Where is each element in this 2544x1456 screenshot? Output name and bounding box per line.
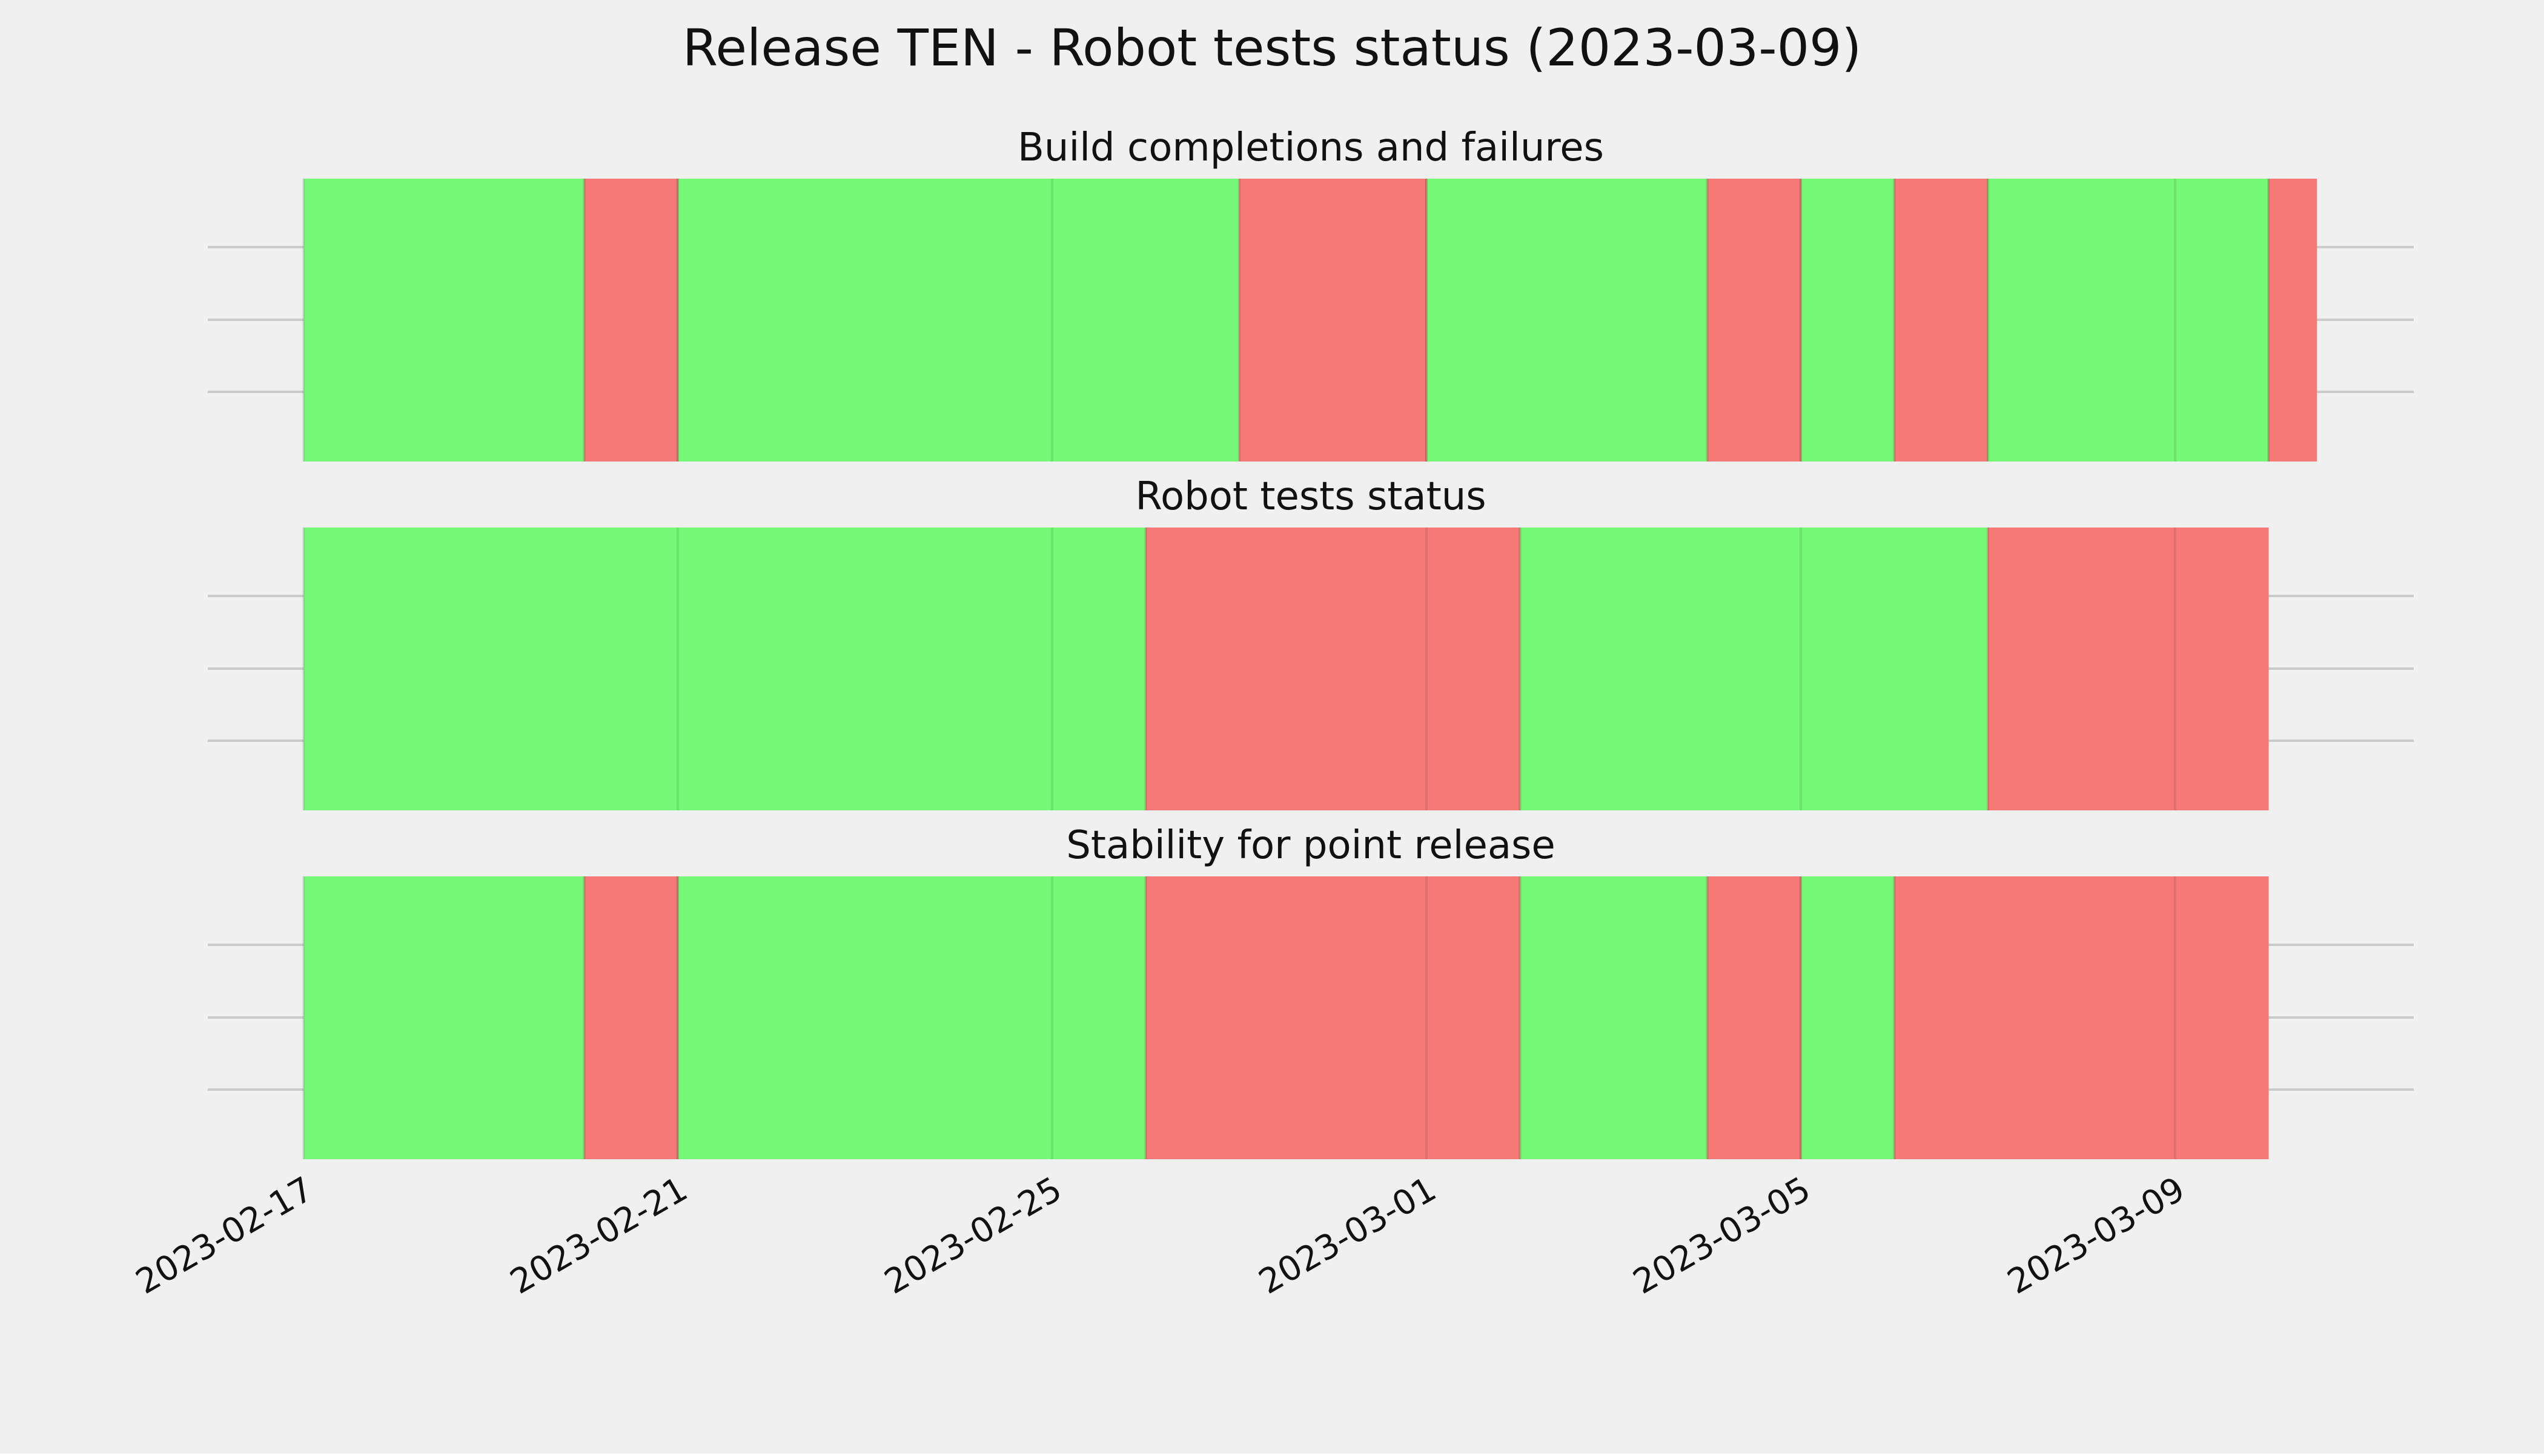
status-segment-fail — [1707, 179, 1801, 462]
status-segment-fail — [1894, 179, 1988, 462]
panel-title: Robot tests status — [1135, 474, 1486, 519]
panels-layer: Build completions and failures Robot test… — [208, 125, 2414, 1159]
status-segment-pass — [303, 876, 585, 1159]
status-segment-pass — [1801, 179, 1895, 462]
status-segment-pass — [303, 179, 585, 462]
status-segment-pass — [1520, 528, 1988, 810]
status-segment-fail — [2268, 179, 2317, 462]
status-segment-pass — [303, 528, 1146, 810]
status-segment-pass — [678, 876, 1146, 1159]
status-segment-fail — [584, 179, 678, 462]
status-segment-fail — [1707, 876, 1801, 1159]
panel-title: Build completions and failures — [1018, 125, 1604, 170]
panel-2: Robot tests status — [208, 474, 2414, 810]
chart-title: Release TEN - Robot tests status (2023-0… — [683, 18, 1861, 78]
status-segment-fail — [1894, 876, 2269, 1159]
status-segment-pass — [1801, 876, 1895, 1159]
status-segment-pass — [1520, 876, 1708, 1159]
status-segment-pass — [1426, 179, 1708, 462]
status-segment-pass — [678, 179, 1239, 462]
status-segment-fail — [584, 876, 678, 1159]
panel-title: Stability for point release — [1066, 823, 1555, 868]
status-segment-pass — [1988, 179, 2269, 462]
status-segment-fail — [1988, 528, 2269, 810]
panel-3: Stability for point release — [208, 823, 2414, 1159]
panel-1: Build completions and failures — [208, 125, 2414, 462]
status-segment-fail — [1145, 528, 1520, 810]
status-segment-fail — [1145, 876, 1520, 1159]
status-segment-fail — [1239, 179, 1426, 462]
